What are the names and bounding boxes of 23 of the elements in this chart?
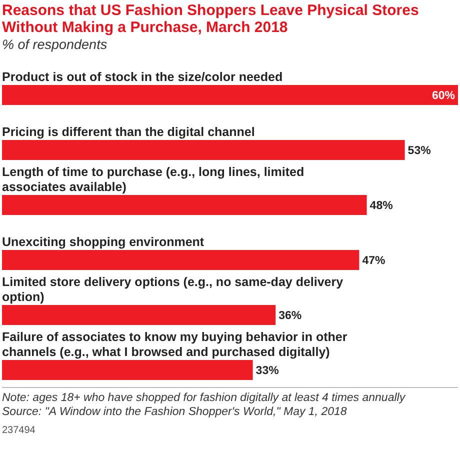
data-label: 33% [256,365,279,377]
chart-title: Reasons that US Fashion Shoppers Leave Physical Stores Without Making a Purchase, March 2018 [2,2,420,36]
text: 237494 [2,425,36,436]
data-label: 53% [408,145,431,157]
y-tick-label: Length of time to purchase (e.g., long lines, limited associates available) [2,165,304,194]
bar [2,85,458,105]
data-label: 60% [432,90,455,102]
y-tick-label: Pricing is different than the digital channel [2,125,255,139]
source-note: Source: "A Window into the Fashion Shopper's World," May 1, 2018 [2,405,348,419]
data-label: 36% [278,310,302,322]
y-tick-label: Product is out of stock in the size/color needed [2,70,283,84]
bar [2,140,405,160]
y-tick-label: Unexciting shopping environment [2,235,205,249]
data-label: 47% [362,255,386,267]
y-tick-label: Limited store delivery options (e.g., no same-day delivery option) [2,275,344,304]
bar [2,305,276,325]
text: Note: ages 18+ who have shopped for fashion digitally at least 4 times annually [2,391,406,405]
bar [2,195,367,215]
chart-subtitle: % of respondents [2,36,108,53]
y-tick-label: Failure of associates to know my buying behavior in other channels (e.g., what I browsed and purchased digitally) [2,330,348,359]
bar [2,250,360,270]
data-label: 48% [370,200,393,212]
bar [2,360,253,380]
